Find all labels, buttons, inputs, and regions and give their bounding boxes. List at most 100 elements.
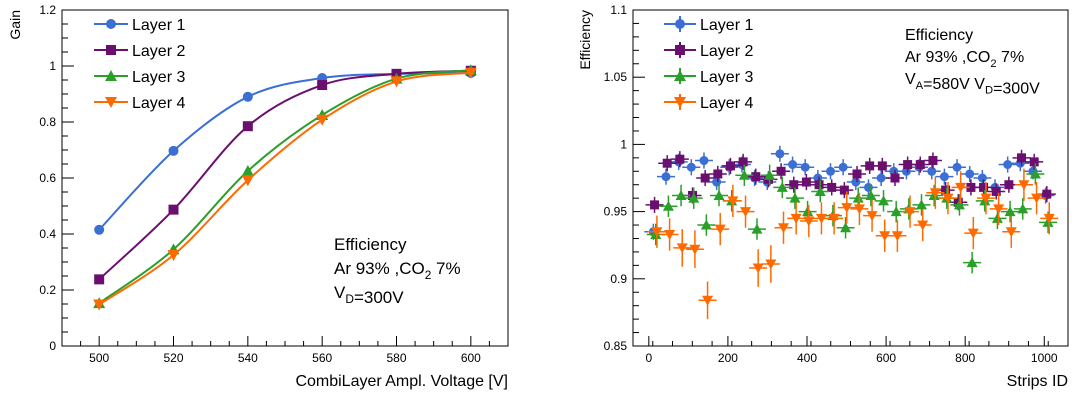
annotation-line: Ar 93% ,CO2 7%: [905, 49, 1024, 70]
legend-marker-layer-2: [106, 45, 116, 55]
legend-label-layer-1: Layer 1: [700, 17, 753, 34]
data-point-layer-1: [965, 169, 974, 178]
x-tick-label: 580: [386, 351, 406, 365]
data-point-layer-2: [865, 161, 874, 170]
data-point-layer-2: [650, 200, 659, 209]
data-point-layer-2: [853, 169, 862, 178]
legend-label-layer-2: Layer 2: [132, 43, 185, 60]
legend-label-layer-3: Layer 3: [132, 69, 185, 86]
data-point-layer-2: [815, 180, 824, 189]
data-point-layer-2: [890, 174, 899, 183]
y-tick-label: 0.9: [610, 272, 627, 286]
x-tick-label: 1000: [1031, 351, 1058, 365]
data-point-layer-2: [827, 183, 836, 192]
data-point-layer-2: [992, 187, 1001, 196]
annotation-line: VD=300V: [334, 283, 404, 307]
data-point-layer-1: [839, 163, 848, 172]
y-tick-label: 1.05: [604, 70, 628, 84]
data-point-layer-2: [713, 169, 722, 178]
x-tick-label: 400: [797, 351, 817, 365]
y-tick-label: 1: [49, 59, 56, 73]
legend-label-layer-3: Layer 3: [700, 69, 753, 86]
efficiency-chart: 0 200 400 600 800 1000 0.85 0.9 0.95 1 1.05 1.1 Stri…: [577, 3, 1068, 390]
x-tick-label: 0: [645, 351, 652, 365]
y-tick-label: 0: [49, 339, 56, 353]
data-point-layer-2: [739, 157, 748, 166]
legend-marker-layer-2: [675, 45, 685, 55]
x-tick-label: 600: [461, 351, 481, 365]
x-tick-label: 800: [955, 351, 975, 365]
data-point-layer-1: [94, 225, 104, 235]
data-point-layer-2: [1030, 157, 1039, 166]
y-tick-label: 1: [620, 137, 627, 151]
annotation-line: Efficiency: [905, 27, 973, 44]
data-point-layer-1: [243, 92, 253, 102]
annotation-line: Ar 93% ,CO2 7%: [334, 259, 461, 282]
data-point-layer-2: [701, 174, 710, 183]
data-point-layer-2: [317, 80, 327, 90]
annotation-line: VA=580V VD=300V: [905, 71, 1040, 98]
data-point-layer-2: [840, 186, 849, 195]
x-axis-label: Strips ID: [1007, 373, 1068, 390]
y-tick-label: 0.4: [39, 227, 56, 241]
data-point-layer-2: [1017, 153, 1026, 162]
data-point-layer-2: [243, 121, 253, 131]
data-point-layer-2: [751, 172, 760, 181]
data-point-layer-1: [1003, 160, 1012, 169]
data-point-layer-2: [1042, 190, 1051, 199]
data-point-layer-1: [978, 174, 987, 183]
data-point-layer-2: [878, 161, 887, 170]
y-tick-label: 0.8: [39, 115, 56, 129]
y-tick-label: 1.2: [39, 3, 56, 17]
y-tick-label: 0.85: [604, 339, 628, 353]
data-point-layer-2: [94, 274, 104, 284]
y-tick-label: 0.2: [39, 283, 56, 297]
data-point-layer-2: [916, 160, 925, 169]
data-point-layer-1: [801, 163, 810, 172]
data-point-layer-2: [1004, 180, 1013, 189]
data-point-layer-2: [675, 155, 684, 164]
legend-label-layer-2: Layer 2: [700, 43, 753, 60]
x-tick-label: 560: [312, 351, 332, 365]
data-point-layer-1: [699, 156, 708, 165]
data-point-layer-1: [940, 172, 949, 181]
data-point-layer-2: [726, 161, 735, 170]
x-tick-label: 500: [89, 351, 109, 365]
data-point-layer-2: [979, 183, 988, 192]
y-tick-label: 1.1: [610, 3, 627, 17]
legend-label-layer-4: Layer 4: [132, 95, 185, 112]
legend-label-layer-4: Layer 4: [700, 95, 753, 112]
data-point-layer-2: [903, 160, 912, 169]
data-point-layer-2: [663, 159, 672, 168]
data-point-layer-1: [851, 178, 860, 187]
annotation-line: Efficiency: [334, 235, 407, 254]
data-point-layer-1: [788, 160, 797, 169]
data-point-layer-1: [927, 167, 936, 176]
data-point-layer-4: [316, 115, 328, 126]
data-point-layer-1: [169, 146, 179, 156]
x-tick-label: 540: [238, 351, 258, 365]
x-tick-label: 600: [876, 351, 896, 365]
data-point-layer-2: [169, 205, 179, 215]
legend-marker-layer-1: [106, 19, 116, 29]
data-point-layer-1: [826, 167, 835, 176]
plot-frame: [62, 10, 508, 346]
legend-marker-layer-1: [675, 19, 685, 29]
data-point-layer-2: [802, 178, 811, 187]
data-point-layer-1: [687, 163, 696, 172]
x-tick-label: 520: [163, 351, 183, 365]
x-axis-label: CombiLayer Ampl. Voltage [V]: [295, 373, 508, 390]
y-axis-label: Gain: [7, 10, 23, 40]
y-tick-label: 0.95: [604, 205, 628, 219]
x-tick-label: 200: [718, 351, 738, 365]
data-point-layer-1: [877, 174, 886, 183]
data-point-layer-1: [662, 172, 671, 181]
data-point-layer-2: [777, 167, 786, 176]
data-point-layer-2: [928, 156, 937, 165]
legend-label-layer-1: Layer 1: [132, 17, 185, 34]
data-point-layer-1: [775, 149, 784, 158]
data-point-layer-1: [953, 163, 962, 172]
gain-chart: 500 520 540 560 580 600 0 0.2 0.4 0.6 0.8 1 1.2 Combi…: [7, 3, 508, 390]
